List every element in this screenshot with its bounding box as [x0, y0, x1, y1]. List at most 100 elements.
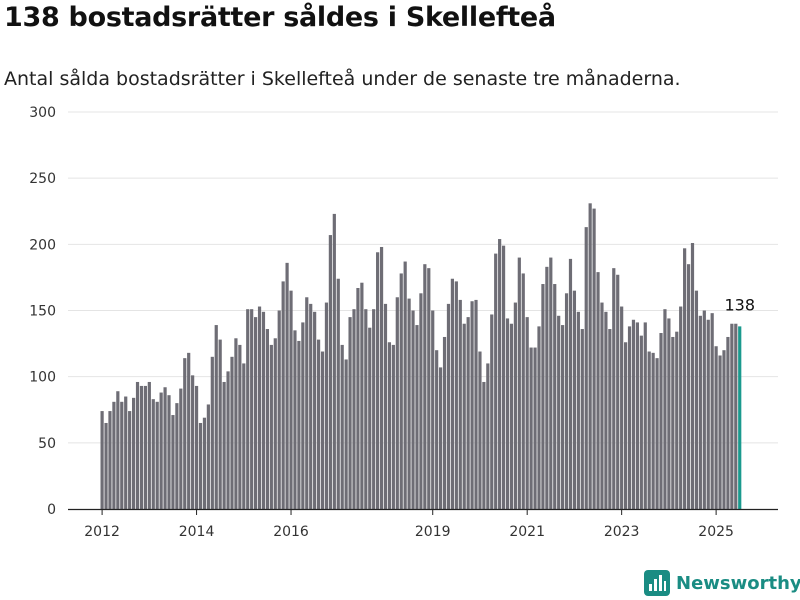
- bar: [549, 257, 553, 509]
- bar: [143, 385, 147, 509]
- brand-name: Newsworthy: [676, 572, 800, 594]
- bar: [671, 336, 675, 509]
- bar: [151, 399, 155, 509]
- bar: [344, 359, 348, 509]
- bar: [427, 268, 431, 509]
- bar: [639, 335, 643, 509]
- bar: [301, 322, 305, 509]
- bar-latest: [738, 326, 742, 509]
- bar: [734, 323, 738, 509]
- bar: [407, 298, 411, 509]
- bar: [352, 309, 356, 509]
- bar: [309, 303, 313, 509]
- bar: [305, 297, 309, 509]
- bar: [572, 290, 577, 509]
- y-tick-label: 300: [29, 105, 56, 121]
- bar: [517, 257, 521, 509]
- bar: [324, 302, 329, 509]
- y-tick-label: 100: [29, 370, 56, 386]
- bar: [120, 401, 124, 509]
- bar: [486, 363, 490, 509]
- bar: [376, 252, 380, 509]
- bar: [289, 290, 293, 509]
- bar: [604, 311, 608, 509]
- bar: [159, 392, 163, 509]
- bar: [194, 385, 199, 509]
- x-tick-label: 2019: [415, 524, 451, 540]
- bar: [627, 326, 632, 509]
- bar: [222, 381, 226, 509]
- bar: [340, 344, 344, 509]
- bar: [135, 381, 140, 509]
- bar: [643, 322, 647, 509]
- newsworthy-logo-icon: [644, 570, 670, 596]
- bar: [647, 351, 651, 509]
- bar: [116, 391, 120, 509]
- y-tick-label: 50: [38, 436, 56, 452]
- bar: [450, 278, 454, 509]
- bar: [234, 338, 238, 509]
- bar: [458, 299, 462, 509]
- bar: [600, 302, 604, 509]
- bar: [690, 243, 695, 509]
- bar: [100, 411, 104, 509]
- bar: [635, 322, 639, 509]
- bar: [726, 336, 730, 509]
- bar: [730, 323, 734, 509]
- bar: [612, 268, 616, 509]
- bar: [616, 274, 620, 509]
- bar: [254, 317, 258, 509]
- bar: [683, 248, 687, 510]
- bar: [596, 272, 600, 509]
- bar: [372, 309, 376, 509]
- bar: [568, 258, 573, 509]
- bar: [179, 388, 183, 509]
- bar: [313, 311, 317, 509]
- bar: [356, 288, 360, 509]
- bar: [442, 336, 447, 509]
- y-axis-ticks: 0 50 100 150 200 250 300: [29, 105, 56, 518]
- bar: [631, 319, 636, 509]
- bar: [706, 319, 710, 509]
- bar: [501, 245, 506, 509]
- bar: [218, 339, 222, 509]
- bar: [415, 325, 419, 509]
- bar: [191, 375, 195, 509]
- newsworthy-logo: Newsworthy: [644, 570, 800, 596]
- bar: [112, 401, 116, 509]
- bar: [623, 342, 628, 509]
- bar: [423, 264, 427, 509]
- bar: [462, 323, 466, 509]
- bar: [257, 306, 262, 509]
- bar: [521, 273, 525, 509]
- bar: [171, 415, 175, 509]
- bar: [588, 203, 592, 509]
- bar: [446, 303, 451, 509]
- bar: [364, 309, 368, 509]
- bar: [261, 311, 266, 509]
- bar: [316, 339, 321, 509]
- bar: [675, 331, 679, 509]
- bar: [147, 381, 151, 509]
- bar: [226, 371, 230, 509]
- bar: [663, 309, 667, 509]
- bar: [281, 281, 285, 509]
- bar: [482, 381, 486, 509]
- bar: [206, 404, 210, 509]
- bar: [694, 290, 699, 509]
- bar: [183, 358, 187, 509]
- bar: [332, 213, 336, 509]
- bar: [230, 356, 234, 509]
- bar: [163, 387, 167, 509]
- bar: [490, 314, 494, 509]
- bar: [498, 239, 502, 510]
- bar: [285, 262, 289, 509]
- bar: [584, 227, 588, 509]
- bar: [513, 302, 517, 509]
- bar: [403, 261, 407, 509]
- x-axis-ticks: 2012 2014 2016 2019 2021 2023 2025: [84, 510, 734, 540]
- bar: [561, 325, 565, 509]
- bar: [541, 284, 545, 509]
- bar: [710, 313, 714, 509]
